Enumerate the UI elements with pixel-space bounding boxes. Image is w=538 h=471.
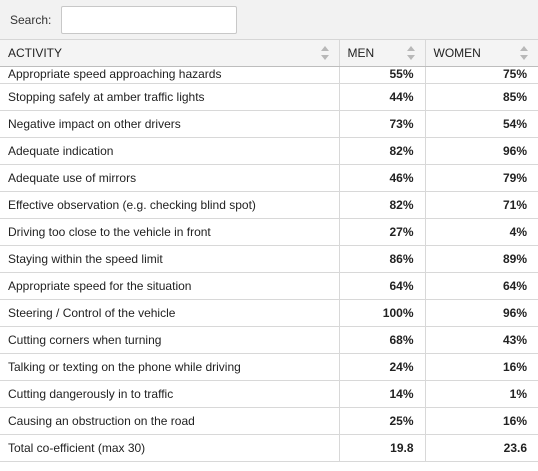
activity-cell: Cutting dangerously in to traffic [0, 380, 339, 408]
activity-cell: Cutting corners when turning [0, 326, 339, 354]
men-value-cell: 25% [338, 407, 425, 435]
men-value-cell: 82% [338, 137, 425, 165]
women-value-cell: 89% [424, 245, 538, 273]
women-value-cell: 16% [424, 407, 538, 435]
table-row: Negative impact on other drivers 73% 54% [0, 110, 538, 138]
men-value-cell: 24% [338, 353, 425, 381]
table-row: Staying within the speed limit 86% 89% [0, 245, 538, 273]
men-value-cell: 44% [338, 83, 425, 111]
women-value-cell: 1% [424, 380, 538, 408]
women-value-cell: 71% [424, 191, 538, 219]
activity-cell: Appropriate speed for the situation [0, 272, 339, 300]
table-row: Total co-efficient (max 30) 19.8 23.6 [0, 434, 538, 462]
data-table: ACTIVITY MEN WOMEN [0, 40, 538, 462]
activity-cell: Talking or texting on the phone while dr… [0, 353, 339, 381]
column-header-label: MEN [347, 46, 375, 60]
activity-cell: Effective observation (e.g. checking bli… [0, 191, 339, 219]
table-row: Adequate use of mirrors 46% 79% [0, 164, 538, 192]
search-label: Search: [10, 12, 52, 27]
women-value-cell: 85% [424, 83, 538, 111]
men-value-cell: 14% [338, 380, 425, 408]
women-value-cell: 16% [424, 353, 538, 381]
table-row: Cutting corners when turning 68% 43% [0, 326, 538, 354]
activity-cell: Negative impact on other drivers [0, 110, 339, 138]
activity-cell: Appropriate speed approaching hazards [0, 66, 339, 84]
activity-cell: Steering / Control of the vehicle [0, 299, 339, 327]
table-row: Adequate indication 82% 96% [0, 137, 538, 165]
table-row: Causing an obstruction on the road 25% 1… [0, 407, 538, 435]
column-header-activity[interactable]: ACTIVITY [0, 40, 339, 67]
column-header-men[interactable]: MEN [338, 40, 425, 67]
column-header-label: ACTIVITY [8, 46, 63, 60]
table-row: Effective observation (e.g. checking bli… [0, 191, 538, 219]
activity-cell: Adequate indication [0, 137, 339, 165]
women-value-cell: 64% [424, 272, 538, 300]
activity-cell: Adequate use of mirrors [0, 164, 339, 192]
activity-cell: Driving too close to the vehicle in fron… [0, 218, 339, 246]
sort-arrows-icon[interactable] [406, 46, 415, 60]
men-value-cell: 64% [338, 272, 425, 300]
column-header-label: WOMEN [433, 46, 481, 60]
column-header-women[interactable]: WOMEN [424, 40, 538, 67]
men-value-cell: 27% [338, 218, 425, 246]
women-value-cell: 4% [424, 218, 538, 246]
table-row: Appropriate speed approaching hazards 55… [0, 66, 538, 84]
women-value-cell: 75% [424, 66, 538, 84]
men-value-cell: 46% [338, 164, 425, 192]
men-value-cell: 55% [338, 66, 425, 84]
men-value-cell: 68% [338, 326, 425, 354]
women-value-cell: 23.6 [424, 434, 538, 462]
sort-arrows-icon[interactable] [520, 46, 528, 60]
activity-cell: Total co-efficient (max 30) [0, 434, 339, 462]
table-row: Driving too close to the vehicle in fron… [0, 218, 538, 246]
table-row: Stopping safely at amber traffic lights … [0, 83, 538, 111]
women-value-cell: 43% [424, 326, 538, 354]
sort-arrows-icon[interactable] [320, 46, 329, 60]
activity-cell: Causing an obstruction on the road [0, 407, 339, 435]
women-value-cell: 54% [424, 110, 538, 138]
table-row: Appropriate speed for the situation 64% … [0, 272, 538, 300]
header-row: ACTIVITY MEN WOMEN [0, 40, 538, 67]
search-bar: Search: [0, 0, 538, 40]
activity-cell: Stopping safely at amber traffic lights [0, 83, 339, 111]
table-row: Steering / Control of the vehicle 100% 9… [0, 299, 538, 327]
men-value-cell: 100% [338, 299, 425, 327]
women-value-cell: 96% [424, 299, 538, 327]
women-value-cell: 96% [424, 137, 538, 165]
men-value-cell: 86% [338, 245, 425, 273]
men-value-cell: 19.8 [338, 434, 425, 462]
table-row: Cutting dangerously in to traffic 14% 1% [0, 380, 538, 408]
activity-cell: Staying within the speed limit [0, 245, 339, 273]
search-input[interactable] [61, 5, 238, 34]
men-value-cell: 82% [338, 191, 425, 219]
women-value-cell: 79% [424, 164, 538, 192]
table-row: Talking or texting on the phone while dr… [0, 353, 538, 381]
men-value-cell: 73% [338, 110, 425, 138]
